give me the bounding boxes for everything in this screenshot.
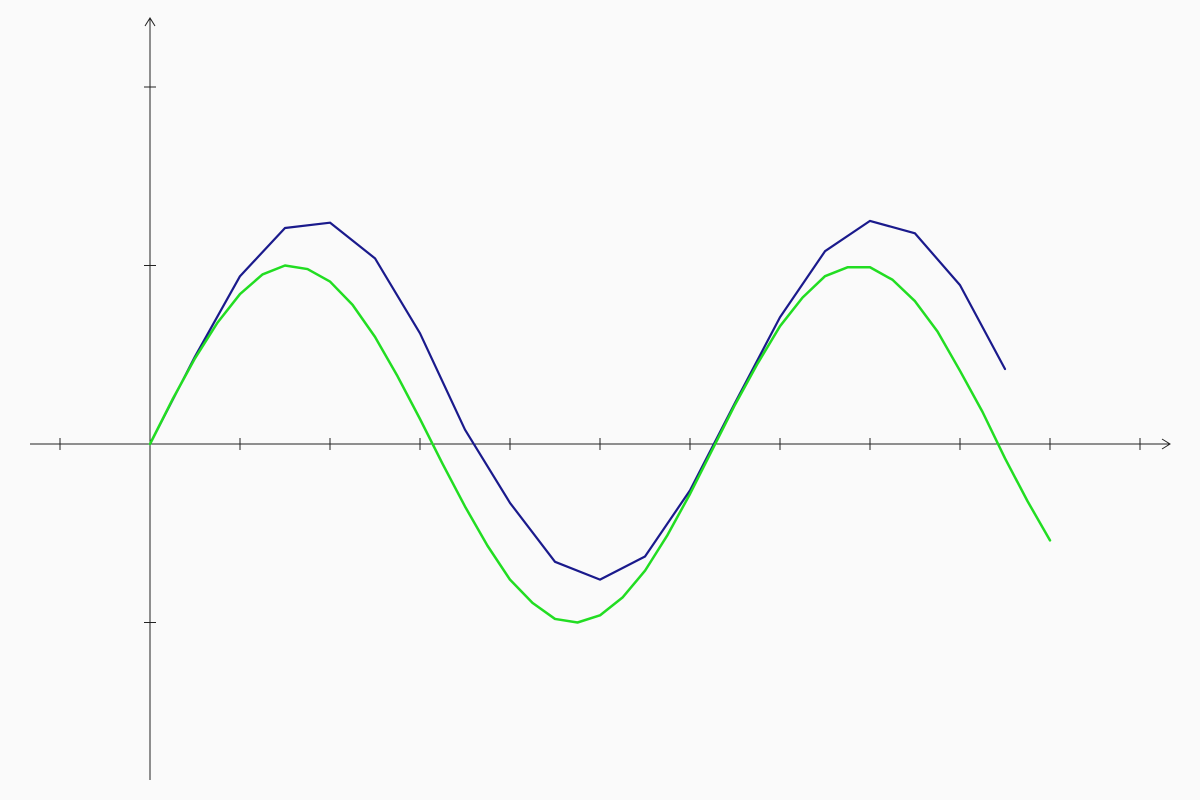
smooth-sine-series-line bbox=[148, 264, 1052, 624]
y-axis-arrow-icon bbox=[144, 17, 156, 27]
x-axis-arrow-icon bbox=[1161, 438, 1171, 450]
sampled-series-line bbox=[148, 219, 1007, 581]
